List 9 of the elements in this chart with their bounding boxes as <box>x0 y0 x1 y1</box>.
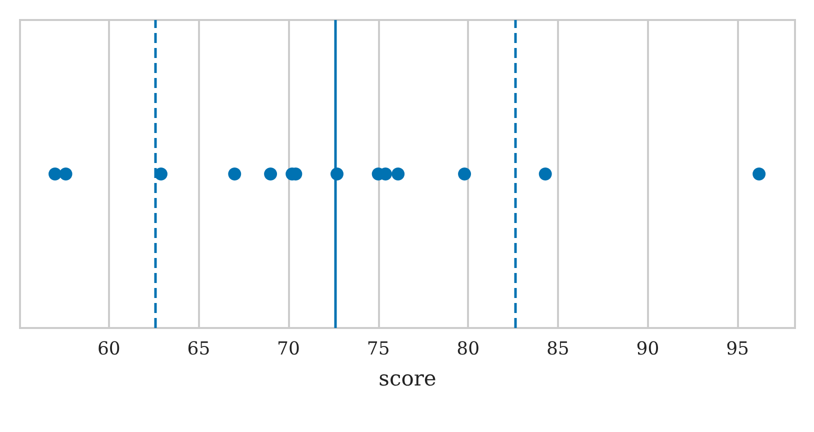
x-tick-label: 95 <box>726 338 749 360</box>
x-tick-label: 60 <box>97 338 120 360</box>
x-tick-label: 75 <box>366 338 390 360</box>
x-axis-title: score <box>378 366 436 390</box>
x-tick-label: 70 <box>277 338 300 360</box>
x-tick-label: 80 <box>456 338 480 360</box>
x-tick-label: 65 <box>187 338 210 360</box>
x-tick-label: 85 <box>546 338 570 360</box>
x-tick-label: 90 <box>636 338 660 360</box>
